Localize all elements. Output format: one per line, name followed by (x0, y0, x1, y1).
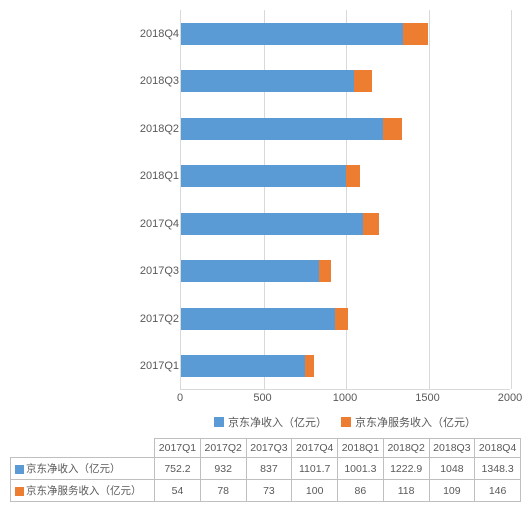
y-axis-label: 2018Q1 (29, 165, 179, 187)
x-axis-tick: 1500 (415, 392, 439, 404)
gridline (511, 10, 512, 389)
table-cell: 1222.9 (383, 458, 429, 480)
bar-row (181, 355, 314, 377)
table-column-header: 2017Q2 (200, 439, 246, 458)
table-cell: 837 (246, 458, 292, 480)
table-column-header: 2018Q3 (429, 439, 475, 458)
legend: 京东净收入（亿元） 京东净服务收入（亿元） (180, 414, 510, 430)
table-column-header: 2017Q1 (155, 439, 201, 458)
bar-segment-series-0 (181, 355, 305, 377)
bar-segment-series-1 (346, 165, 360, 187)
bar-row (181, 23, 428, 45)
y-axis-label: 2018Q2 (29, 118, 179, 140)
bar-segment-series-0 (181, 213, 363, 235)
bar-row (181, 165, 360, 187)
table-column-header: 2017Q4 (292, 439, 338, 458)
y-axis-label: 2017Q2 (29, 308, 179, 330)
bar-row (181, 213, 379, 235)
table-cell: 100 (292, 480, 338, 502)
table-corner-cell (11, 439, 155, 458)
table-cell: 1001.3 (338, 458, 384, 480)
x-axis-tick: 500 (253, 392, 271, 404)
table-cell: 118 (383, 480, 429, 502)
bar-segment-series-0 (181, 118, 383, 140)
table-row-header: 京东净服务收入（亿元） (11, 480, 155, 502)
y-axis-label: 2018Q4 (29, 23, 179, 45)
table-cell: 1048 (429, 458, 475, 480)
bar-segment-series-0 (181, 165, 346, 187)
bar-segment-series-0 (181, 70, 354, 92)
legend-item: 京东净收入（亿元） (214, 414, 327, 430)
row-swatch-icon (15, 465, 24, 474)
bar-segment-series-0 (181, 260, 319, 282)
x-axis-tick: 0 (177, 392, 183, 404)
bar-row (181, 70, 372, 92)
y-axis-label: 2018Q3 (29, 70, 179, 92)
table-cell: 146 (475, 480, 521, 502)
table-body: 京东净收入（亿元）752.29328371101.71001.31222.910… (11, 458, 521, 502)
x-axis-tick: 1000 (333, 392, 357, 404)
table-row: 京东净收入（亿元）752.29328371101.71001.31222.910… (11, 458, 521, 480)
table-column-header: 2018Q2 (383, 439, 429, 458)
table-column-header: 2018Q1 (338, 439, 384, 458)
x-axis-ticks: 0500100015002000 (180, 390, 510, 408)
bar-segment-series-1 (403, 23, 427, 45)
table-cell: 932 (200, 458, 246, 480)
y-axis-label: 2017Q3 (29, 260, 179, 282)
table-cell: 109 (429, 480, 475, 502)
table-cell: 752.2 (155, 458, 201, 480)
table-header-row: 2017Q12017Q22017Q32017Q42018Q12018Q22018… (11, 439, 521, 458)
gridline (346, 10, 347, 389)
plot-area (180, 10, 510, 390)
table-cell: 54 (155, 480, 201, 502)
legend-label: 京东净收入（亿元） (228, 414, 327, 430)
bar-segment-series-1 (305, 355, 314, 377)
row-swatch-icon (15, 487, 24, 496)
bar-segment-series-0 (181, 23, 403, 45)
legend-item: 京东净服务收入（亿元） (341, 414, 476, 430)
bar-segment-series-0 (181, 308, 335, 330)
table-cell: 78 (200, 480, 246, 502)
table-column-header: 2018Q4 (475, 439, 521, 458)
gridline (264, 10, 265, 389)
table-row-header: 京东净收入（亿元） (11, 458, 155, 480)
x-axis-tick: 2000 (498, 392, 522, 404)
y-axis-label: 2017Q4 (29, 213, 179, 235)
bar-row (181, 260, 331, 282)
table-cell: 73 (246, 480, 292, 502)
chart-container: 0 500 1000 1500 2000 京东净收入（亿元） 京东净服务收入（亿元） 2… (10, 10, 521, 502)
bar-segment-series-1 (383, 118, 402, 140)
bar-row (181, 308, 348, 330)
table-cell: 1101.7 (292, 458, 338, 480)
bar-row (181, 118, 402, 140)
table-cell: 86 (338, 480, 384, 502)
legend-swatch-icon (341, 417, 351, 427)
gridline (429, 10, 430, 389)
data-table: 2017Q12017Q22017Q32017Q42018Q12018Q22018… (10, 438, 521, 502)
bar-segment-series-1 (335, 308, 348, 330)
y-axis-label: 2017Q1 (29, 355, 179, 377)
legend-label: 京东净服务收入（亿元） (355, 414, 476, 430)
bar-segment-series-1 (354, 70, 372, 92)
table-cell: 1348.3 (475, 458, 521, 480)
legend-swatch-icon (214, 417, 224, 427)
bar-segment-series-1 (319, 260, 331, 282)
table-column-header: 2017Q3 (246, 439, 292, 458)
table-row: 京东净服务收入（亿元）54787310086118109146 (11, 480, 521, 502)
bar-segment-series-1 (363, 213, 380, 235)
